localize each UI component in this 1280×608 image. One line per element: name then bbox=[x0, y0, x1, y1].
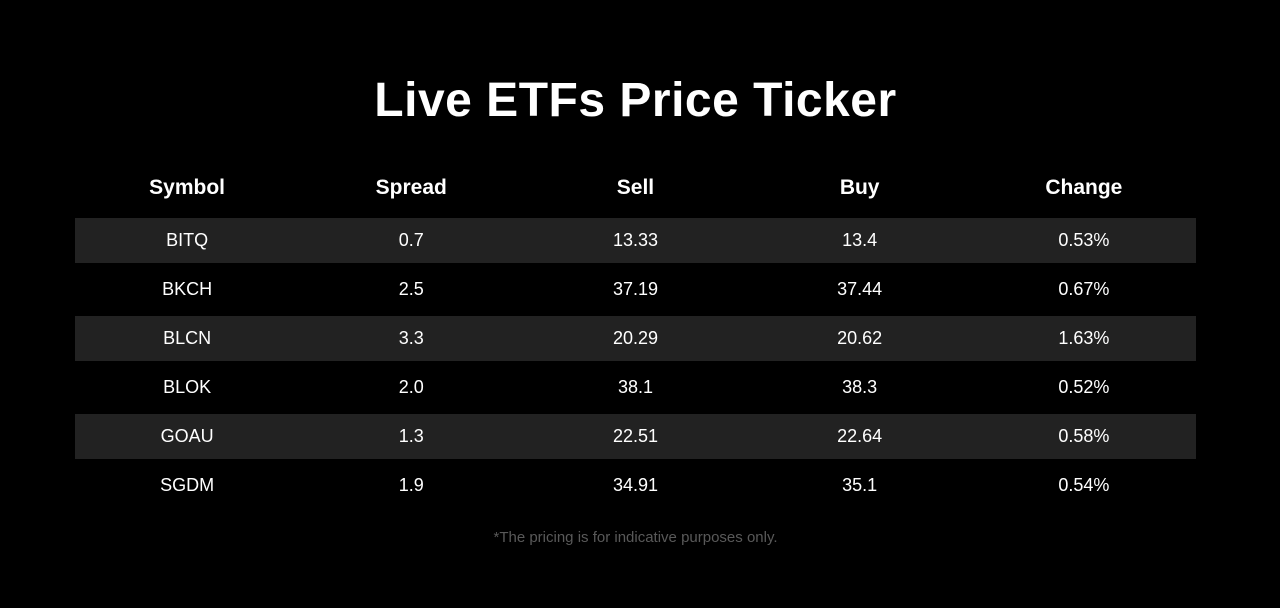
sell-cell: 37.19 bbox=[612, 279, 658, 299]
table-row: SGDM 1.9 34.91 35.1 0.54% bbox=[75, 463, 1196, 508]
table-row: BKCH 2.5 37.19 37.44 0.67% bbox=[75, 267, 1196, 312]
table-header: Symbol Spread Sell Buy Change bbox=[75, 162, 1196, 214]
table-body: BITQ 0.7 13.33 13.4 0.53% BKCH 2.5 37.19… bbox=[75, 218, 1196, 508]
buy-cell: 35.1 bbox=[842, 475, 878, 495]
sell-cell: 22.51 bbox=[612, 426, 658, 446]
symbol-cell: BKCH bbox=[162, 279, 213, 299]
symbol-cell: GOAU bbox=[160, 426, 214, 446]
column-header-buy: Buy bbox=[839, 176, 880, 199]
symbol-cell: SGDM bbox=[160, 475, 215, 495]
spread-cell: 1.9 bbox=[398, 475, 424, 495]
change-cell: 0.58% bbox=[1058, 426, 1110, 446]
page-title: Live ETFs Price Ticker bbox=[374, 74, 897, 127]
buy-cell: 13.4 bbox=[842, 230, 878, 250]
live-etf-ticker-widget: Live ETFs Price Ticker Symbol Spread Sel… bbox=[75, 0, 1196, 547]
symbol-cell: BITQ bbox=[166, 230, 209, 250]
table-row: BLCN 3.3 20.29 20.62 1.63% bbox=[75, 316, 1196, 361]
spread-cell: 0.7 bbox=[398, 230, 424, 250]
table-row: GOAU 1.3 22.51 22.64 0.58% bbox=[75, 414, 1196, 459]
symbol-cell: BLOK bbox=[163, 377, 212, 397]
column-header-spread: Spread bbox=[375, 176, 447, 199]
column-header-sell: Sell bbox=[616, 176, 655, 199]
buy-cell: 38.3 bbox=[842, 377, 878, 397]
spread-cell: 1.3 bbox=[398, 426, 424, 446]
spread-cell: 2.0 bbox=[398, 377, 424, 397]
sell-cell: 20.29 bbox=[612, 328, 658, 348]
buy-cell: 22.64 bbox=[837, 426, 883, 446]
spread-cell: 3.3 bbox=[398, 328, 424, 348]
change-cell: 0.53% bbox=[1058, 230, 1110, 250]
table-header-row: Symbol Spread Sell Buy Change bbox=[75, 162, 1196, 214]
pricing-disclaimer: *The pricing is for indicative purposes … bbox=[493, 529, 778, 546]
sell-cell: 38.1 bbox=[617, 377, 653, 397]
buy-cell: 20.62 bbox=[837, 328, 883, 348]
change-cell: 0.67% bbox=[1058, 279, 1110, 299]
table-row: BLOK 2.0 38.1 38.3 0.52% bbox=[75, 365, 1196, 410]
column-header-change: Change bbox=[1045, 176, 1123, 199]
symbol-cell: BLCN bbox=[163, 328, 212, 348]
sell-cell: 13.33 bbox=[612, 230, 658, 250]
change-cell: 0.54% bbox=[1058, 475, 1110, 495]
sell-cell: 34.91 bbox=[612, 475, 658, 495]
column-header-symbol: Symbol bbox=[149, 176, 226, 199]
change-cell: 1.63% bbox=[1058, 328, 1110, 348]
change-cell: 0.52% bbox=[1058, 377, 1110, 397]
spread-cell: 2.5 bbox=[398, 279, 424, 299]
table-row: BITQ 0.7 13.33 13.4 0.53% bbox=[75, 218, 1196, 263]
buy-cell: 37.44 bbox=[837, 279, 883, 299]
etf-price-table: Symbol Spread Sell Buy Change BITQ 0.7 1… bbox=[75, 158, 1196, 512]
